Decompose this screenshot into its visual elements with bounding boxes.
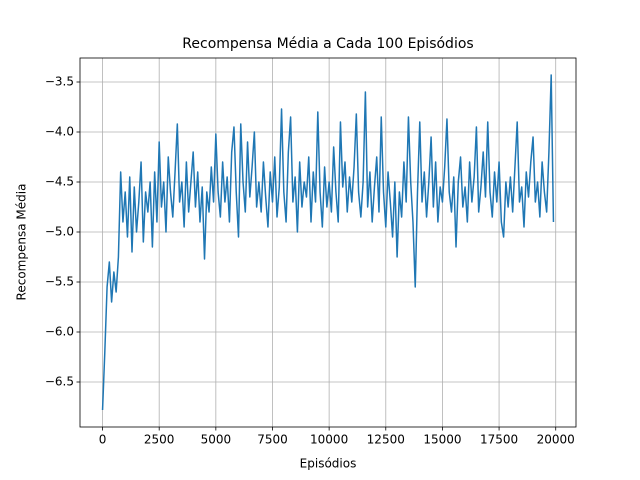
x-tick-label: 7500 — [257, 433, 288, 447]
x-tick-label: 2500 — [144, 433, 175, 447]
chart-title: Recompensa Média a Cada 100 Episódios — [182, 36, 473, 52]
x-tick-label: 15000 — [423, 433, 461, 447]
x-tick-label: 5000 — [201, 433, 232, 447]
y-tick-label: −6.0 — [45, 325, 74, 339]
x-tick-label: 17500 — [480, 433, 518, 447]
x-tick-label: 12500 — [367, 433, 405, 447]
x-tick-label: 20000 — [537, 433, 575, 447]
y-tick-label: −4.5 — [45, 175, 74, 189]
y-tick-label: −5.0 — [45, 225, 74, 239]
x-axis-label: Episódios — [300, 457, 357, 471]
plot-frame — [79, 57, 577, 428]
y-axis-label: Recompensa Média — [15, 184, 29, 301]
y-tick-label: −3.5 — [45, 75, 74, 89]
y-tick-label: −6.5 — [45, 375, 74, 389]
y-tick-label: −4.0 — [45, 125, 74, 139]
data-line — [101, 74, 555, 411]
y-tick-label: −5.5 — [45, 275, 74, 289]
x-tick-label: 0 — [99, 433, 107, 447]
x-tick-label: 10000 — [310, 433, 348, 447]
